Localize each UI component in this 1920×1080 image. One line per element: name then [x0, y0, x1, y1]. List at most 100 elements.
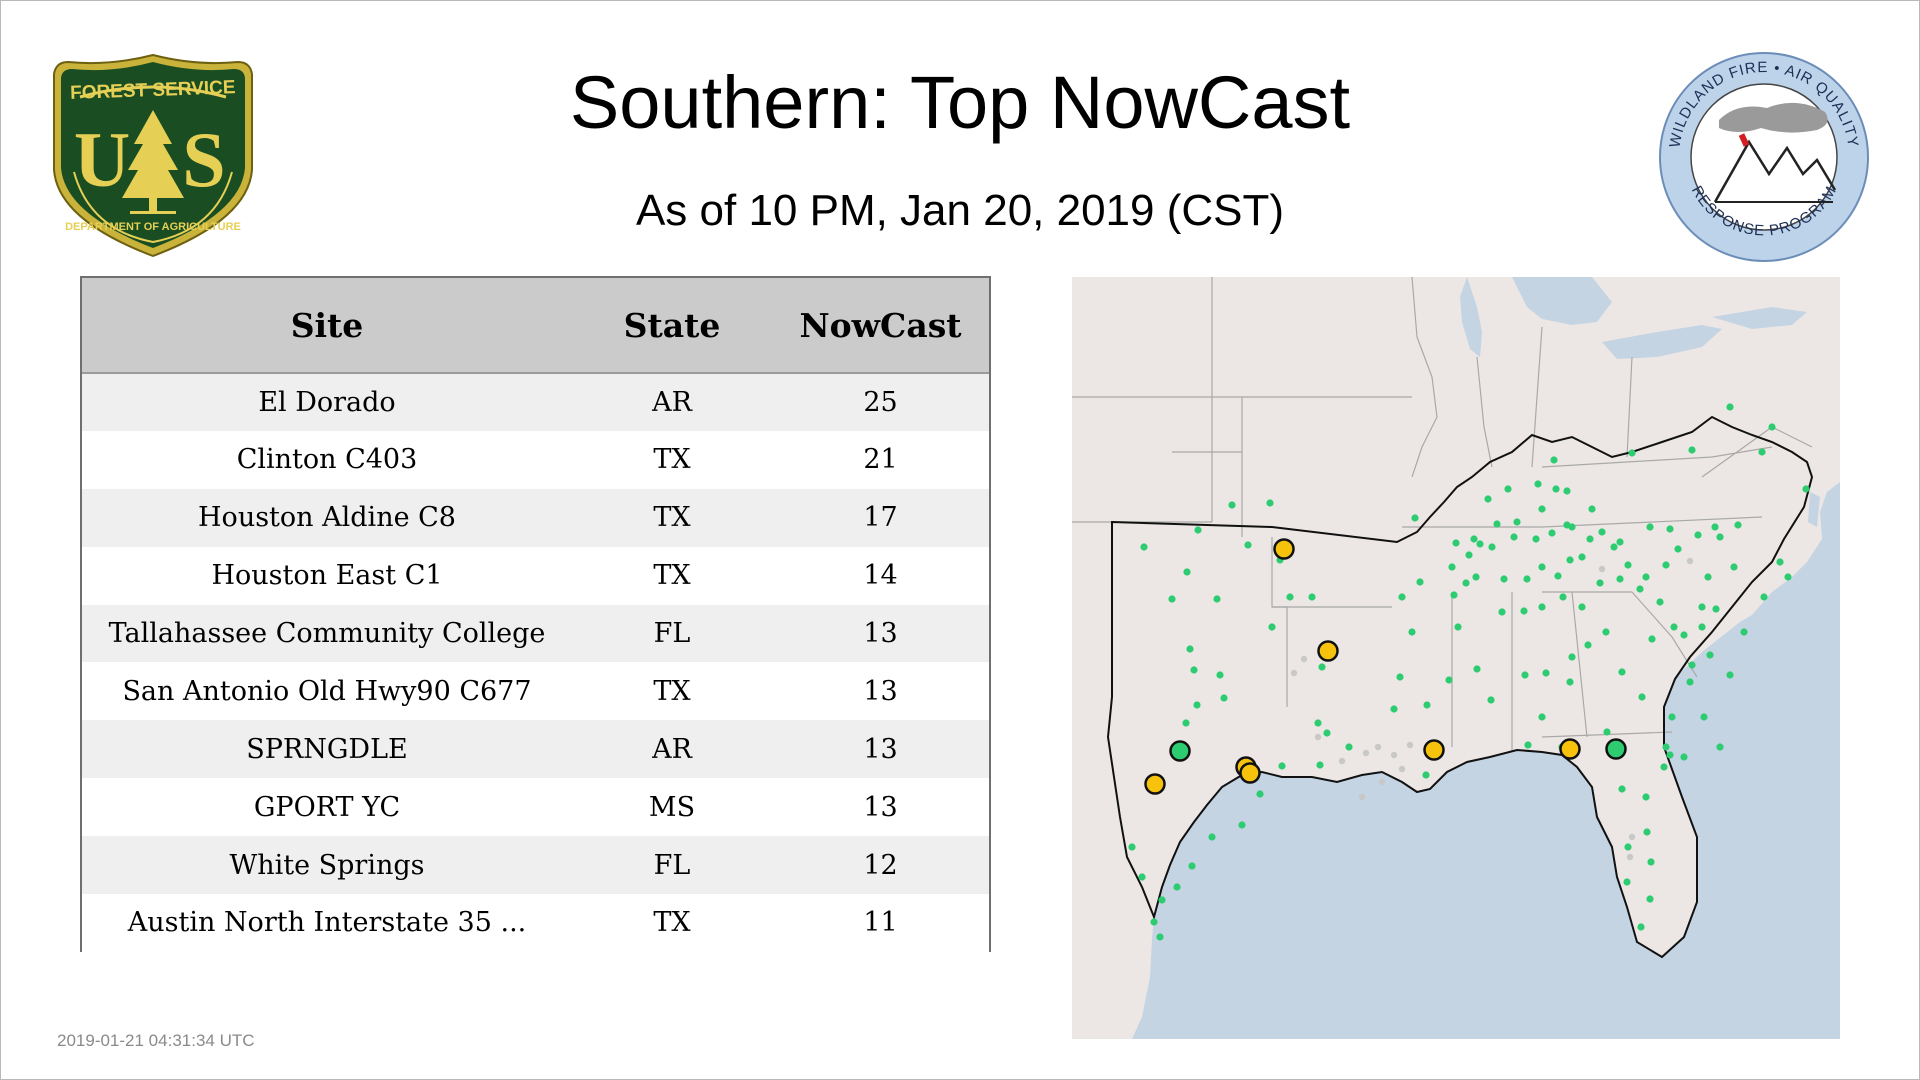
site-marker-good	[1521, 671, 1529, 679]
site-marker-good	[1548, 529, 1556, 537]
site-marker-good	[1618, 785, 1626, 793]
site-marker-good	[1662, 561, 1670, 569]
nowcast-cell: 11	[863, 907, 898, 939]
site-marker-good	[1700, 713, 1708, 721]
nowcast-cell: 14	[863, 560, 898, 592]
site-marker-good	[1596, 579, 1604, 587]
site-marker-good	[1493, 520, 1501, 528]
site-marker-good	[1220, 694, 1228, 702]
usfs-monogram-u: U	[74, 116, 130, 203]
site-marker-good	[1680, 631, 1688, 639]
site-marker-nodata	[1362, 749, 1370, 757]
site-cell: Austin North Interstate 35 ...	[127, 907, 527, 939]
state-cell: TX	[653, 907, 691, 939]
site-marker-moderate	[1559, 738, 1581, 760]
site-marker-good	[1670, 623, 1678, 631]
site-marker-good	[1487, 696, 1495, 704]
site-marker-good	[1758, 448, 1766, 456]
state-cell: FL	[653, 618, 691, 649]
site-marker-good	[1396, 673, 1404, 681]
site-marker-good	[1726, 671, 1734, 679]
site-marker-good	[1128, 843, 1136, 851]
southern-region-outline	[1106, 415, 1814, 959]
site-marker-good	[1532, 535, 1540, 543]
site-marker-nodata	[1358, 793, 1366, 801]
table-row: Austin North Interstate 35 ... TX 11	[82, 894, 989, 952]
site-marker-nodata	[1598, 565, 1606, 573]
site-marker-nodata	[1406, 741, 1414, 749]
site-marker-good	[1534, 480, 1542, 488]
site-cell: Houston East C1	[211, 560, 443, 592]
site-marker-good	[1423, 701, 1431, 709]
site-marker-good	[1618, 668, 1626, 676]
site-marker-good	[1784, 573, 1792, 581]
site-marker-nodata	[1374, 743, 1382, 751]
site-marker-good	[1510, 533, 1518, 541]
site-marker-good	[1448, 563, 1456, 571]
site-marker-good	[1398, 593, 1406, 601]
site-marker-moderate	[1423, 739, 1445, 761]
nowcast-cell: 13	[863, 618, 898, 649]
site-marker-good	[1704, 573, 1712, 581]
site-marker-good	[1238, 821, 1246, 829]
site-marker-good	[1628, 449, 1636, 457]
state-cell: TX	[653, 675, 691, 707]
site-marker-good	[1623, 878, 1631, 886]
site-marker-good	[1156, 933, 1164, 941]
site-marker-good	[1450, 591, 1458, 599]
site-marker-good	[1182, 719, 1190, 727]
site-marker-good	[1538, 505, 1546, 513]
site-marker-good	[1488, 543, 1496, 551]
site-marker-good	[1256, 790, 1264, 798]
site-marker-good	[1603, 728, 1611, 736]
site-marker-good	[1190, 666, 1198, 674]
site-marker-good	[1666, 525, 1674, 533]
site-marker-nodata	[1314, 733, 1322, 741]
site-marker-good	[1316, 761, 1324, 769]
site-marker-good	[1716, 533, 1724, 541]
site-marker-good	[1194, 526, 1202, 534]
site-marker-good	[1776, 558, 1784, 566]
site-marker-good	[1686, 678, 1694, 686]
site-marker-good	[1173, 883, 1181, 891]
site-marker-good	[1150, 918, 1158, 926]
site-marker-good	[1411, 514, 1419, 522]
site-marker-moderate	[1273, 538, 1295, 560]
site-marker-good	[1345, 743, 1353, 751]
site-cell: White Springs	[229, 849, 425, 881]
site-marker-moderate	[1144, 773, 1166, 795]
map-land	[1072, 277, 1840, 1039]
site-marker-moderate	[1317, 640, 1339, 662]
site-marker-good	[1646, 895, 1654, 903]
site-marker-good	[1648, 635, 1656, 643]
site-marker-good	[1656, 598, 1664, 606]
site-marker-good	[1314, 719, 1322, 727]
state-cell: TX	[653, 444, 691, 476]
site-marker-good	[1566, 678, 1574, 686]
site-marker-good	[1616, 538, 1624, 546]
site-marker-good	[1566, 556, 1574, 564]
nowcast-cell: 21	[863, 444, 898, 476]
site-marker-good	[1726, 403, 1734, 411]
site-marker-good	[1473, 665, 1481, 673]
site-marker-good	[1416, 578, 1424, 586]
site-marker-good	[1500, 575, 1508, 583]
top-nowcast-table: Site State NowCast El Dorado AR 25 Clint…	[80, 276, 991, 952]
site-marker-good	[1602, 628, 1610, 636]
site-marker-good	[1642, 573, 1650, 581]
site-marker-good	[1216, 671, 1224, 679]
pine-tree-icon	[122, 110, 184, 198]
site-cell: SPRNGDLE	[246, 733, 408, 765]
site-marker-good	[1666, 751, 1674, 759]
site-marker-good	[1802, 485, 1810, 493]
site-marker-good	[1408, 628, 1416, 636]
site-marker-nodata	[1626, 853, 1634, 861]
site-marker-good	[1390, 705, 1398, 713]
site-marker-good	[1208, 833, 1216, 841]
table-row: San Antonio Old Hwy90 C677 TX 13	[82, 662, 989, 721]
site-marker-good	[1169, 740, 1191, 762]
site-marker-good	[1554, 572, 1562, 580]
site-marker-good	[1476, 540, 1484, 548]
site-marker-good	[1523, 575, 1531, 583]
site-marker-good	[1662, 743, 1670, 751]
